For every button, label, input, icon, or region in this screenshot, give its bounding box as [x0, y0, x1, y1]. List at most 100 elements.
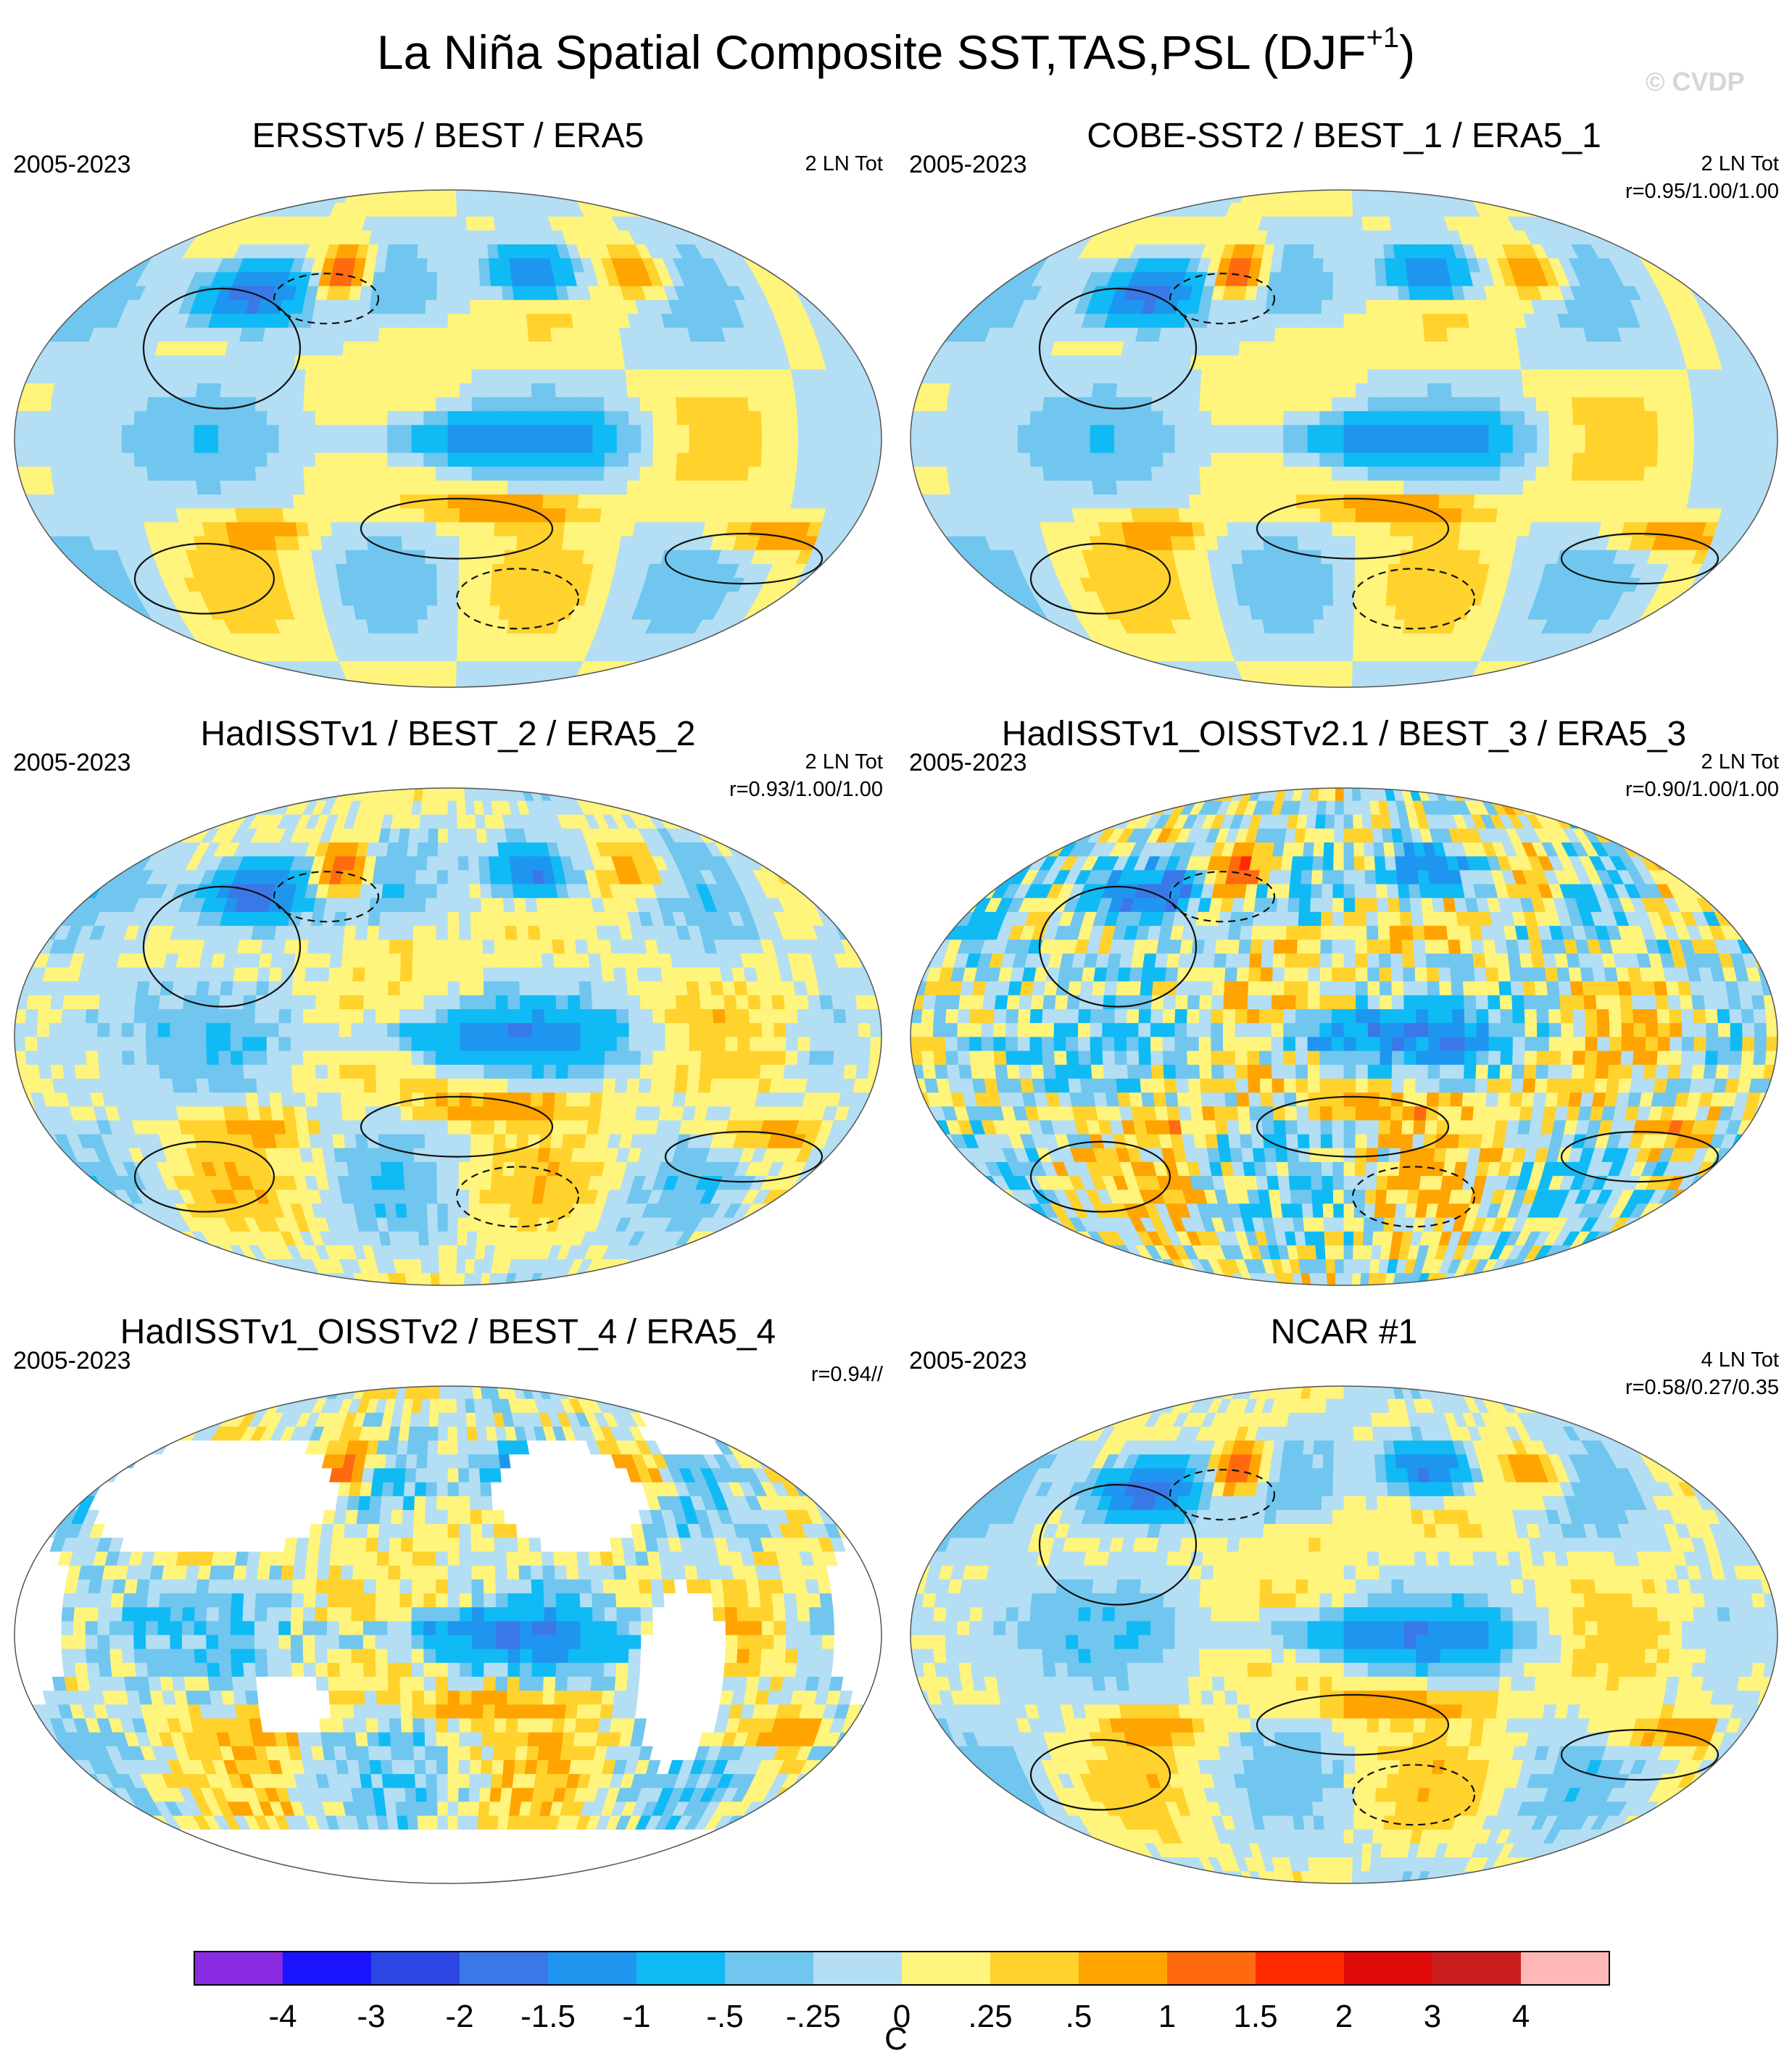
anomaly-cell — [1231, 299, 1245, 314]
anomaly-cell — [411, 465, 425, 481]
anomaly-cell — [1484, 507, 1498, 523]
anomaly-cell — [1343, 660, 1353, 676]
anomaly-cell — [1703, 465, 1718, 481]
anomaly-cell — [1743, 327, 1762, 342]
anomaly-cell — [723, 202, 749, 217]
anomaly-cell — [399, 452, 412, 467]
anomaly-cell — [354, 327, 369, 342]
anomaly-cell — [1698, 285, 1719, 300]
anomaly-cell — [1268, 591, 1282, 606]
anomaly-cell — [589, 368, 604, 383]
anomaly-cell — [1205, 535, 1219, 550]
anomaly-cell — [1409, 299, 1423, 314]
anomaly-cell — [1166, 354, 1181, 370]
anomaly-cell — [383, 591, 397, 606]
anomaly-cell — [1019, 397, 1033, 412]
anomaly-cell — [1223, 452, 1236, 467]
anomaly-cell — [747, 647, 772, 662]
anomaly-cell — [1365, 285, 1378, 300]
anomaly-cell — [577, 368, 592, 383]
anomaly-cell — [947, 577, 968, 592]
anomaly-cell — [162, 190, 190, 203]
anomaly-cell — [133, 647, 158, 662]
anomaly-cell — [1669, 424, 1683, 439]
anomaly-cell — [471, 424, 485, 439]
anomaly-cell — [629, 438, 642, 453]
anomaly-cell — [471, 368, 484, 383]
anomaly-cell — [483, 368, 497, 383]
anomaly-cell — [1200, 382, 1214, 397]
anomaly-cell — [1666, 632, 1691, 647]
anomaly-cell — [379, 313, 393, 328]
anomaly-cell — [468, 605, 480, 620]
anomaly-cell — [1223, 465, 1237, 481]
anomaly-cell — [170, 424, 183, 439]
anomaly-cell — [1141, 494, 1156, 509]
anomaly-cell — [779, 230, 805, 245]
anomaly-cell — [642, 674, 665, 687]
anomaly-cell — [634, 507, 650, 523]
anomaly-cell — [1296, 354, 1310, 370]
anomaly-cell — [120, 618, 143, 634]
anomaly-cell — [576, 507, 591, 523]
anomaly-cell — [737, 410, 750, 426]
anomaly-cell — [1237, 507, 1251, 523]
anomaly-cell — [747, 397, 762, 412]
anomaly-cell — [1224, 368, 1238, 383]
anomaly-cell — [1168, 341, 1183, 356]
anomaly-cell — [457, 230, 468, 245]
anomaly-cell — [1741, 452, 1755, 467]
anomaly-cell — [794, 605, 816, 620]
anomaly-cell — [1253, 299, 1268, 314]
anomaly-cell — [170, 452, 184, 467]
anomaly-cell — [702, 215, 724, 231]
anomaly-cell — [425, 563, 438, 579]
anomaly-cell — [400, 341, 414, 356]
anomaly-cell — [1127, 382, 1142, 397]
anomaly-cell — [1402, 507, 1416, 523]
anomaly-cell — [327, 465, 341, 481]
anomaly-cell — [1636, 660, 1663, 676]
anomaly-cell — [1355, 521, 1368, 536]
anomaly-cell — [743, 244, 766, 259]
anomaly-cell — [1377, 563, 1390, 579]
anomaly-cell — [1156, 521, 1171, 536]
anomaly-cell — [1645, 660, 1672, 676]
anomaly-cell — [1559, 397, 1574, 412]
anomaly-cell — [682, 674, 708, 687]
anomaly-cell — [1409, 563, 1423, 579]
anomaly-cell — [518, 368, 532, 383]
anomaly-cell — [1282, 244, 1295, 259]
anomaly-cell — [1474, 480, 1488, 495]
anomaly-cell — [133, 410, 148, 426]
anomaly-cell — [496, 424, 509, 439]
anomaly-cell — [807, 465, 822, 481]
anomaly-cell — [1078, 410, 1092, 426]
anomaly-cell — [1354, 591, 1366, 606]
anomaly-cell — [1199, 397, 1213, 412]
anomaly-cell — [537, 549, 552, 564]
anomaly-cell — [819, 465, 834, 481]
anomaly-cell — [1343, 632, 1355, 647]
anomaly-cell — [428, 215, 439, 231]
anomaly-cell — [180, 190, 206, 203]
anomaly-cell — [1177, 494, 1191, 509]
anomaly-cell — [459, 354, 473, 370]
anomaly-cell — [242, 438, 256, 453]
anomaly-cell — [162, 674, 190, 687]
anomaly-cell — [268, 368, 283, 383]
anomaly-cell — [436, 535, 449, 550]
anomaly-cell — [845, 452, 859, 467]
anomaly-cell — [1693, 438, 1707, 453]
anomaly-cell — [1333, 605, 1345, 620]
anomaly-cell — [121, 410, 136, 426]
anomaly-cell — [1191, 521, 1206, 536]
anomaly-cell — [1304, 230, 1316, 245]
anomaly-cell — [1457, 535, 1472, 550]
anomaly-cell — [1355, 313, 1367, 328]
anomaly-cell — [1415, 480, 1429, 495]
anomaly-cell — [981, 410, 995, 426]
anomaly-cell — [1138, 410, 1152, 426]
anomaly-cell — [1061, 660, 1087, 676]
anomaly-cell — [1419, 285, 1432, 300]
